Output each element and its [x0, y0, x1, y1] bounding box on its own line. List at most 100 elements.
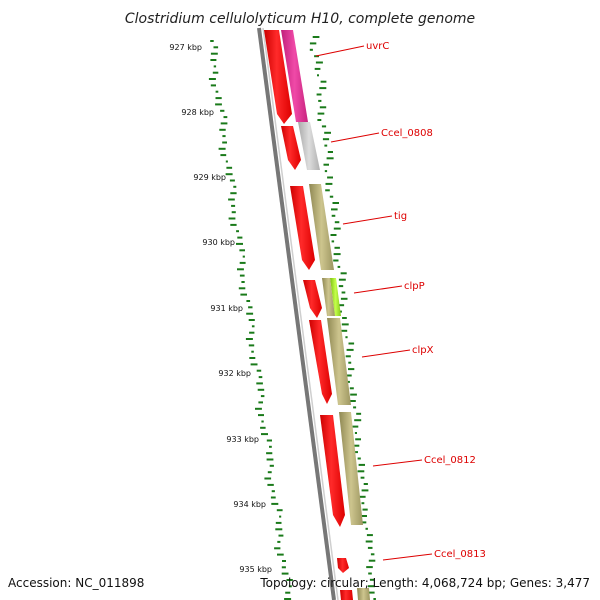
track-tick: [327, 151, 333, 153]
track-tick: [346, 348, 354, 351]
track-tick: [213, 46, 219, 49]
track-tick: [323, 163, 329, 166]
track-tick: [326, 157, 334, 160]
track-tick: [220, 109, 225, 112]
track-tick: [367, 546, 373, 549]
track-tick: [219, 128, 226, 131]
track-tick: [271, 490, 275, 493]
cds-arrow: [309, 320, 332, 404]
gc-skew-track: [309, 36, 376, 600]
gene-label-Ccel_0808[interactable]: Ccel_0808: [381, 128, 433, 139]
track-tick: [260, 426, 266, 429]
track-tick: [327, 176, 333, 179]
track-tick: [322, 138, 330, 141]
track-tick: [368, 585, 375, 588]
track-tick: [251, 350, 254, 353]
track-tick: [329, 195, 334, 198]
track-tick: [238, 287, 246, 290]
track-tick: [319, 106, 327, 109]
gene-label-clpX[interactable]: clpX: [412, 345, 434, 356]
track-tick: [359, 495, 366, 498]
gene-label-Ccel_0813[interactable]: Ccel_0813: [434, 549, 486, 560]
track-tick: [255, 407, 262, 410]
track-tick: [266, 439, 272, 442]
track-tick: [233, 185, 237, 188]
track-tick: [334, 246, 340, 249]
track-tick: [248, 344, 255, 347]
gene-bar-uvrC: [281, 30, 308, 122]
gene-label-uvrC[interactable]: uvrC: [366, 41, 389, 52]
track-tick: [210, 84, 216, 87]
track-tick: [264, 477, 272, 480]
track-tick: [277, 553, 284, 556]
track-tick: [231, 204, 236, 207]
track-tick: [333, 259, 339, 262]
track-tick: [324, 170, 328, 173]
track-tick: [220, 154, 227, 157]
genome-summary-text: Topology: circular; Length: 4,068,724 bp…: [259, 576, 590, 590]
track-tick: [312, 36, 320, 38]
kbp-label: 934 kbp: [233, 500, 266, 509]
track-tick: [250, 363, 258, 366]
kbp-label: 935 kbp: [239, 565, 272, 574]
track-tick: [338, 278, 346, 281]
track-tick: [320, 80, 327, 83]
track-tick: [349, 400, 356, 402]
track-tick: [215, 97, 222, 100]
track-tick: [361, 489, 369, 492]
track-tick: [218, 147, 226, 150]
kbp-label: 931 kbp: [210, 304, 243, 313]
gene-bar-clpP-part: [322, 278, 335, 316]
kbp-label: 933 kbp: [226, 435, 259, 444]
track-tick: [271, 502, 279, 505]
track-tick: [240, 293, 247, 296]
gene-label-clpP[interactable]: clpP: [404, 281, 425, 292]
track-tick: [331, 208, 338, 211]
gene-bar-Ccel_0813: [357, 588, 370, 600]
gene-label-tig[interactable]: tig: [394, 211, 407, 222]
track-tick: [267, 483, 274, 486]
track-tick: [331, 240, 335, 243]
track-tick: [242, 255, 245, 258]
track-tick: [279, 515, 282, 518]
track-tick: [274, 547, 281, 550]
track-tick: [352, 425, 359, 428]
kbp-label: 929 kbp: [193, 173, 226, 182]
gene-bar-Ccel_0808: [298, 122, 320, 170]
track-tick: [349, 387, 354, 390]
track-tick: [220, 122, 228, 125]
track-tick: [358, 463, 365, 466]
track-tick: [330, 234, 337, 236]
track-tick: [324, 131, 331, 134]
track-tick: [208, 78, 216, 80]
gene-bar-Ccel_0812: [339, 412, 363, 525]
kbp-label: 927 kbp: [169, 43, 202, 52]
track-tick: [246, 300, 251, 302]
track-tick: [337, 304, 345, 307]
track-tick: [337, 265, 341, 268]
track-tick: [229, 179, 235, 182]
track-tick: [222, 135, 226, 138]
map-title: Clostridium cellulolyticum H10, complete…: [125, 11, 475, 27]
track-tick: [366, 534, 373, 537]
track-tick: [350, 393, 357, 396]
track-tick: [354, 432, 357, 434]
track-tick: [319, 87, 327, 90]
track-tick: [222, 141, 227, 144]
track-tick: [369, 578, 375, 581]
track-tick: [373, 598, 376, 600]
track-tick: [354, 419, 362, 422]
kbp-label: 930 kbp: [202, 238, 235, 247]
track-tick: [316, 93, 322, 96]
track-tick: [239, 274, 245, 277]
track-tick: [317, 74, 319, 77]
track-tick: [321, 125, 327, 128]
track-tick: [239, 261, 246, 264]
track-tick: [285, 591, 291, 594]
track-tick: [275, 528, 283, 531]
gene-label-Ccel_0812[interactable]: Ccel_0812: [424, 455, 476, 466]
cds-arrow: [337, 558, 349, 573]
track-tick: [348, 342, 355, 345]
track-tick: [249, 331, 255, 334]
track-tick: [361, 502, 365, 505]
